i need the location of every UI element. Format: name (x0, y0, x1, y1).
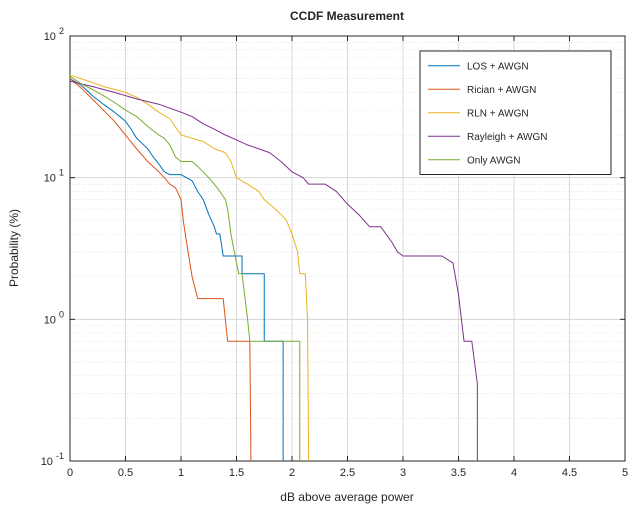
x-axis-label: dB above average power (280, 490, 413, 504)
legend-label: Only AWGN (467, 155, 521, 166)
legend-label: Rayleigh + AWGN (467, 132, 548, 143)
legend-label: Rician + AWGN (467, 85, 536, 96)
x-tick-label: 3.5 (451, 467, 466, 479)
x-tick-label: 5 (622, 467, 628, 479)
y-tick-label: 10 -1 (41, 451, 64, 468)
x-tick-label: 4 (511, 467, 517, 479)
y-tick-label: 10 0 (44, 309, 64, 326)
y-axis-label: Probability (%) (7, 209, 21, 287)
x-tick-label: 1.5 (229, 467, 244, 479)
y-tick-label: 10 1 (44, 168, 64, 185)
legend-label: RLN + AWGN (467, 108, 529, 119)
x-tick-label: 4.5 (562, 467, 577, 479)
legend-label: LOS + AWGN (467, 61, 529, 72)
x-tick-label: 0.5 (118, 467, 133, 479)
series-line-2 (69, 78, 252, 462)
series-line-1 (69, 78, 284, 461)
x-tick-label: 0 (67, 467, 73, 479)
x-tick-label: 3 (400, 467, 406, 479)
x-tick-label: 2 (289, 467, 295, 479)
series-line-5 (69, 75, 301, 461)
x-tick-label: 2.5 (340, 467, 355, 479)
y-tick-label: 10 2 (44, 26, 64, 43)
chart-title: CCDF Measurement (290, 9, 404, 23)
series-line-4 (69, 80, 478, 461)
series-line-3 (69, 74, 310, 462)
legend: LOS + AWGN Rician + AWGN RLN + AWGN Rayleig… (419, 50, 612, 175)
x-tick-label: 1 (178, 467, 184, 479)
